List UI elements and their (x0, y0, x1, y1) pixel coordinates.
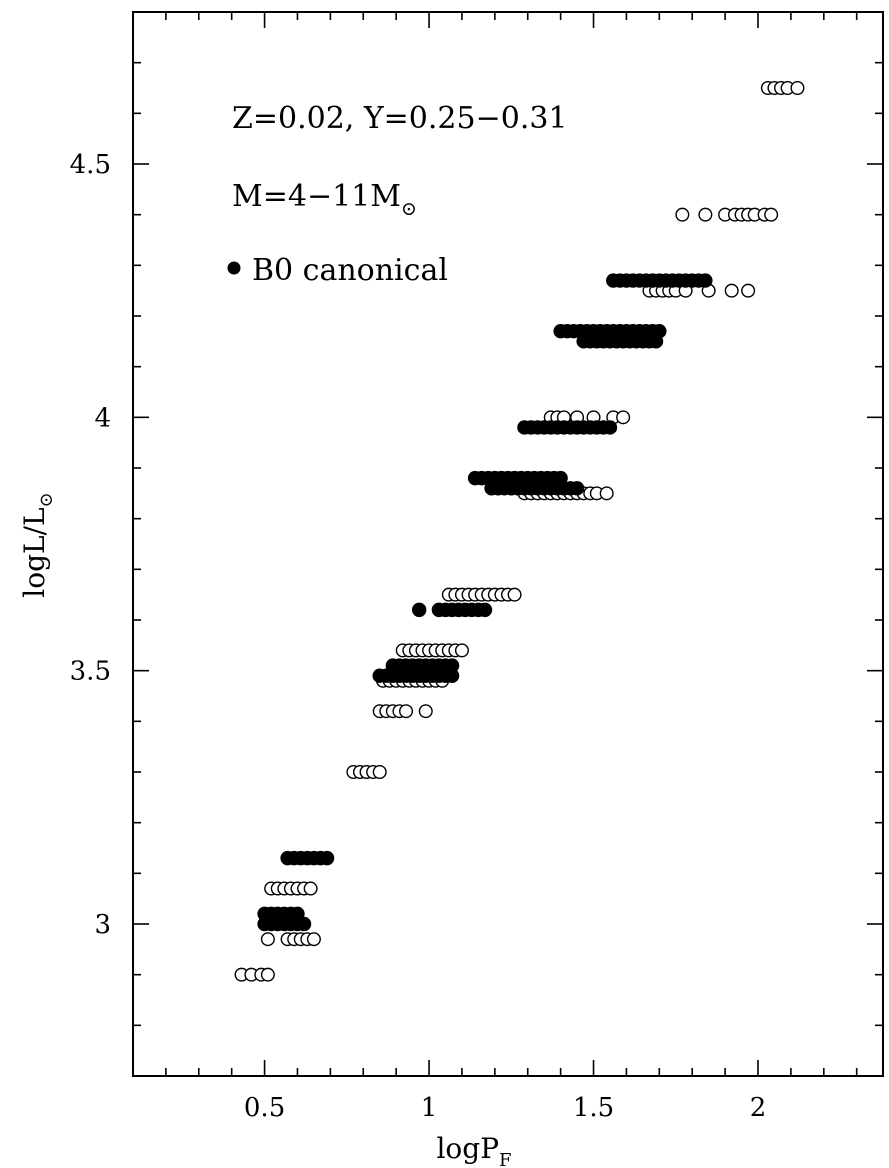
data-point-open (698, 207, 713, 222)
data-point-filled (319, 850, 335, 866)
x-axis-label-sub: F (499, 1150, 512, 1168)
y-tick-label: 4.5 (70, 150, 111, 180)
data-point-open (675, 207, 690, 222)
data-point-open (418, 704, 433, 719)
x-tick-label: 0.5 (244, 1093, 285, 1123)
plot-frame (132, 11, 884, 1077)
y-tick-label: 3.5 (70, 657, 111, 687)
data-point-open (616, 410, 631, 425)
y-axis-label-sub: ⊙ (36, 492, 57, 507)
x-tick-label: 1.5 (573, 1093, 614, 1123)
filled-circle-series (257, 273, 713, 932)
data-point-filled (698, 273, 713, 288)
data-point-filled (648, 334, 664, 349)
data-point-open (599, 486, 614, 501)
data-point-filled (296, 916, 312, 932)
data-point-open (454, 643, 469, 658)
tick-labels: 0.5 1 1.5 2 3 3.5 4 4.5 (70, 150, 767, 1123)
data-point-open (306, 932, 321, 947)
x-axis-label: logPF (436, 1132, 511, 1168)
data-point-open (399, 704, 414, 719)
x-tick-label: 1 (421, 1093, 438, 1123)
data-point-open (724, 283, 739, 298)
data-point-filled (411, 602, 427, 618)
x-tick-label: 2 (750, 1093, 767, 1123)
data-point-filled (569, 481, 585, 496)
annotation-composition: Z=0.02, Y=0.25−0.31 (232, 101, 568, 136)
data-point-filled (477, 602, 493, 618)
y-axis-label-main: logL/L (18, 507, 51, 597)
x-axis-label-main: logP (436, 1132, 499, 1165)
data-point-open (260, 932, 275, 947)
axis-ticks (132, 11, 883, 1077)
y-tick-label: 4 (94, 403, 111, 433)
data-point-open (790, 80, 805, 95)
data-point-open (741, 283, 756, 298)
y-axis-label: logL/L⊙ (18, 492, 57, 597)
data-point-open (260, 967, 275, 982)
data-point-open (764, 207, 779, 222)
data-point-filled (444, 658, 460, 673)
annotation-mass-main: M=4−11M (232, 179, 401, 214)
legend-marker-filled (227, 261, 241, 275)
annotation-mass-sub: ⊙ (401, 198, 417, 220)
y-tick-label: 3 (94, 910, 111, 940)
annotation-mass: M=4−11M⊙ (232, 179, 417, 220)
data-point-filled (602, 420, 618, 435)
data-point-open (372, 765, 387, 780)
legend-label: B0 canonical (252, 253, 448, 288)
data-point-open (507, 587, 522, 602)
open-circle-series (234, 80, 805, 982)
data-point-open (303, 881, 318, 896)
